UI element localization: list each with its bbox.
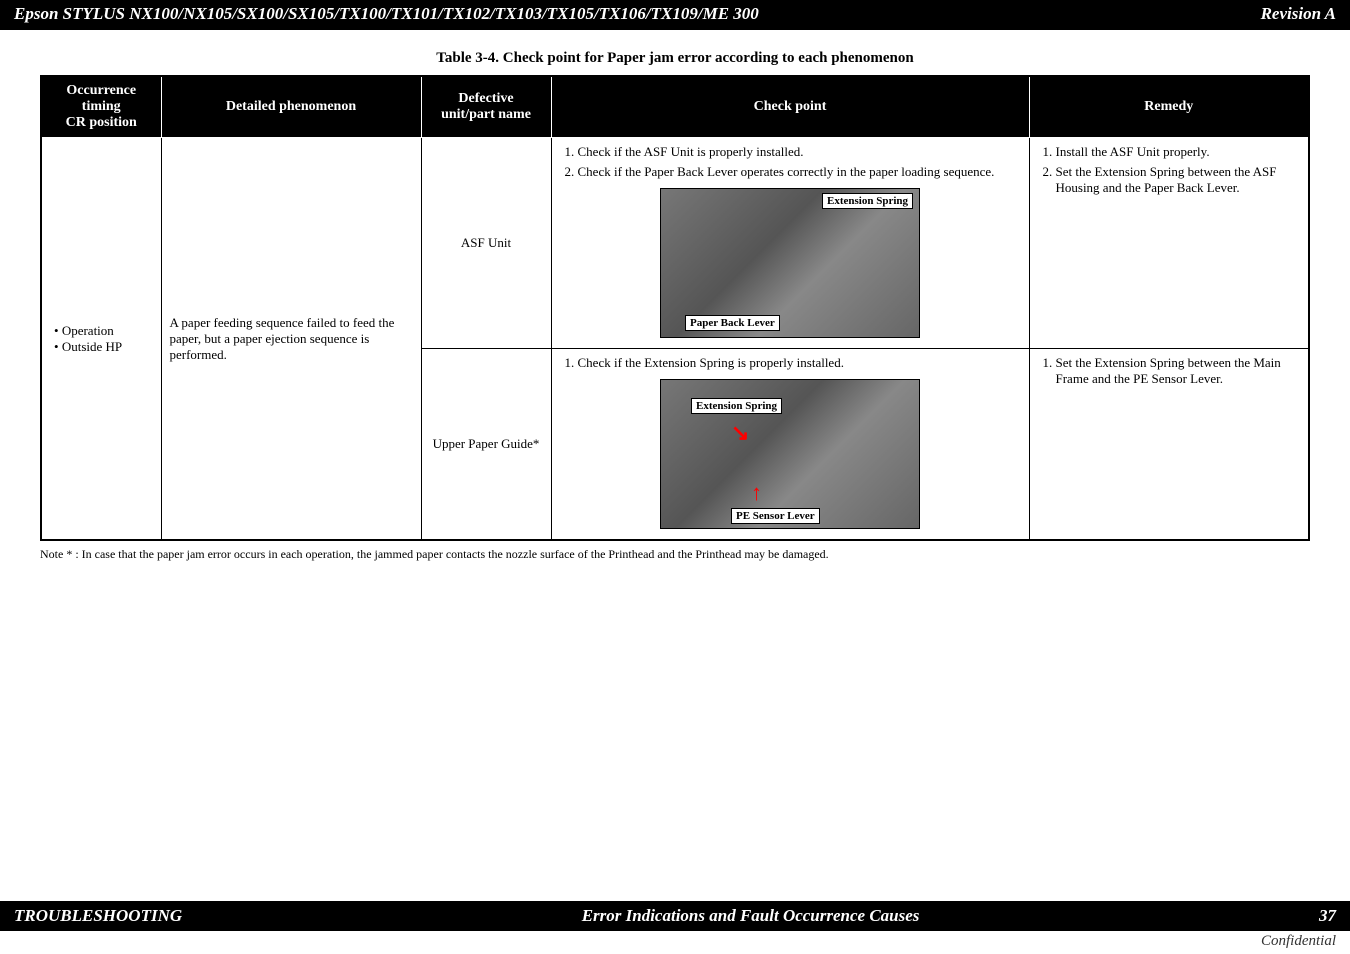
footnote: Note * : In case that the paper jam erro…	[40, 547, 1310, 562]
cell-detailed: A paper feeding sequence failed to feed …	[161, 138, 421, 541]
cell-defective: Upper Paper Guide*	[421, 349, 551, 541]
table-row: Operation Outside HP A paper feeding seq…	[41, 138, 1309, 349]
asf-unit-image: Extension Spring Paper Back Lever	[660, 188, 920, 338]
image-label-bottom: Paper Back Lever	[685, 315, 780, 331]
footer-center: Error Indications and Fault Occurrence C…	[582, 906, 920, 926]
remedy-item: Set the Extension Spring between the Mai…	[1056, 355, 1301, 387]
upper-paper-guide-image: Extension Spring ↘ ↑ PE Sensor Lever	[660, 379, 920, 529]
footer: TROUBLESHOOTING Error Indications and Fa…	[0, 901, 1350, 954]
col-header-checkpoint: Check point	[551, 76, 1029, 138]
checkpoint-item: Check if the Extension Spring is properl…	[578, 355, 1021, 371]
image-label-bottom: PE Sensor Lever	[731, 508, 820, 524]
cell-checkpoint: Check if the ASF Unit is properly instal…	[551, 138, 1029, 349]
cell-occurrence: Operation Outside HP	[41, 138, 161, 541]
image-label-top: Extension Spring	[822, 193, 913, 209]
remedy-item: Set the Extension Spring between the ASF…	[1056, 164, 1301, 196]
col-header-occurrence: OccurrencetimingCR position	[41, 76, 161, 138]
cell-remedy: Install the ASF Unit properly. Set the E…	[1029, 138, 1309, 349]
cell-defective: ASF Unit	[421, 138, 551, 349]
content-area: Table 3-4. Check point for Paper jam err…	[0, 30, 1350, 901]
checkpoint-table: OccurrencetimingCR position Detailed phe…	[40, 75, 1310, 541]
header-revision: Revision A	[1261, 4, 1336, 24]
cell-checkpoint: Check if the Extension Spring is properl…	[551, 349, 1029, 541]
red-arrow-icon: ↑	[751, 480, 762, 506]
header-bar: Epson STYLUS NX100/NX105/SX100/SX105/TX1…	[0, 0, 1350, 30]
header-title: Epson STYLUS NX100/NX105/SX100/SX105/TX1…	[14, 4, 759, 24]
remedy-item: Install the ASF Unit properly.	[1056, 144, 1301, 160]
col-header-detailed: Detailed phenomenon	[161, 76, 421, 138]
red-arrow-icon: ↘	[731, 420, 749, 446]
footer-left: TROUBLESHOOTING	[14, 906, 182, 926]
checkpoint-item: Check if the ASF Unit is properly instal…	[578, 144, 1021, 160]
table-header-row: OccurrencetimingCR position Detailed phe…	[41, 76, 1309, 138]
image-label-top: Extension Spring	[691, 398, 782, 414]
occurrence-item: Outside HP	[54, 339, 153, 355]
footer-right: 37	[1319, 906, 1336, 926]
checkpoint-item: Check if the Paper Back Lever operates c…	[578, 164, 1021, 180]
cell-remedy: Set the Extension Spring between the Mai…	[1029, 349, 1309, 541]
confidential-label: Confidential	[0, 931, 1350, 954]
col-header-defective: Defectiveunit/part name	[421, 76, 551, 138]
occurrence-item: Operation	[54, 323, 153, 339]
col-header-remedy: Remedy	[1029, 76, 1309, 138]
table-caption: Table 3-4. Check point for Paper jam err…	[40, 50, 1310, 67]
footer-bar: TROUBLESHOOTING Error Indications and Fa…	[0, 901, 1350, 931]
